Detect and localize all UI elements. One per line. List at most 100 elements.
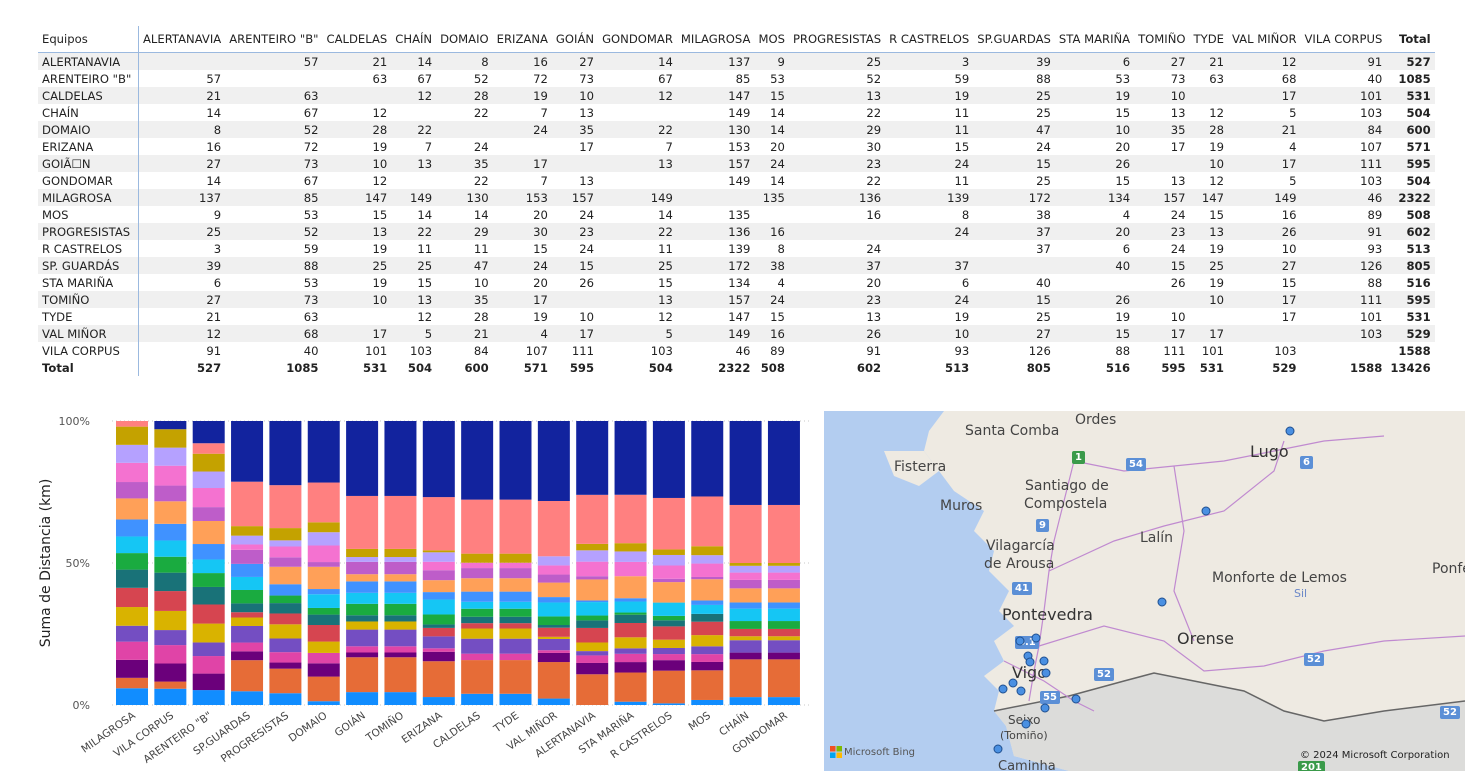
bar-segment[interactable]: [691, 563, 724, 577]
bar-segment[interactable]: [537, 652, 570, 663]
bar-segment[interactable]: [307, 607, 340, 615]
bar-segment[interactable]: [346, 557, 379, 562]
bar-segment[interactable]: [269, 603, 302, 614]
bar-segment[interactable]: [384, 615, 417, 622]
bar-segment[interactable]: [192, 656, 225, 674]
bar-segment[interactable]: [767, 588, 800, 603]
bar-segment[interactable]: [691, 621, 724, 636]
bar-segment[interactable]: [691, 600, 724, 605]
bar-segment[interactable]: [346, 652, 379, 658]
bar-segment[interactable]: [269, 421, 302, 486]
bar-segment[interactable]: [231, 691, 264, 705]
bar-segment[interactable]: [384, 657, 417, 693]
bar-segment[interactable]: [767, 659, 800, 698]
bar-segment[interactable]: [729, 640, 762, 653]
bar-segment[interactable]: [767, 608, 800, 622]
bar-segment[interactable]: [154, 572, 187, 592]
bar-segment[interactable]: [614, 662, 647, 673]
map-marker[interactable]: [1201, 506, 1211, 516]
matrix-column-header[interactable]: GONDOMAR: [598, 26, 677, 53]
bar-segment[interactable]: [461, 499, 494, 554]
bar-segment[interactable]: [461, 693, 494, 705]
bar-segment[interactable]: [767, 421, 800, 505]
bar-segment[interactable]: [499, 562, 532, 569]
bar-segment[interactable]: [691, 421, 724, 497]
bar-segment[interactable]: [307, 522, 340, 533]
bar-segment[interactable]: [231, 651, 264, 661]
bar-segment[interactable]: [384, 652, 417, 658]
bar-segment[interactable]: [154, 523, 187, 541]
bar-segment[interactable]: [652, 554, 685, 566]
bar-segment[interactable]: [537, 650, 570, 653]
bar-segment[interactable]: [537, 662, 570, 699]
matrix-column-header[interactable]: CHAÍN: [391, 26, 437, 53]
bar-segment[interactable]: [384, 421, 417, 496]
bar-segment[interactable]: [499, 578, 532, 592]
map-marker[interactable]: [1285, 426, 1295, 436]
bar-segment[interactable]: [729, 608, 762, 622]
matrix-column-header[interactable]: VAL MIÑOR: [1227, 26, 1301, 53]
bar-segment[interactable]: [307, 676, 340, 702]
bar-segment[interactable]: [691, 604, 724, 614]
bar-segment[interactable]: [537, 556, 570, 566]
bar-segment[interactable]: [576, 600, 609, 603]
bar-segment[interactable]: [652, 549, 685, 555]
bar-segment[interactable]: [116, 421, 148, 427]
bar-segment[interactable]: [269, 668, 302, 694]
bar-segment[interactable]: [422, 599, 455, 615]
bar-segment[interactable]: [346, 592, 379, 604]
bar-segment[interactable]: [422, 561, 455, 571]
bar-segment[interactable]: [384, 646, 417, 653]
bar-segment[interactable]: [116, 587, 148, 608]
bar-segment[interactable]: [269, 624, 302, 639]
bar-segment[interactable]: [384, 548, 417, 558]
bar-segment[interactable]: [422, 697, 455, 705]
bar-segment[interactable]: [499, 591, 532, 602]
bar-segment[interactable]: [192, 471, 225, 489]
bar-segment[interactable]: [307, 589, 340, 595]
bar-segment[interactable]: [691, 635, 724, 647]
bar-segment[interactable]: [154, 485, 187, 502]
bar-segment[interactable]: [116, 498, 148, 520]
bar-segment[interactable]: [307, 421, 340, 483]
bar-segment[interactable]: [691, 613, 724, 622]
map-marker[interactable]: [1040, 703, 1050, 713]
bar-segment[interactable]: [307, 652, 340, 664]
bar-segment[interactable]: [652, 670, 685, 704]
matrix-column-header[interactable]: STA MARIÑA: [1054, 26, 1135, 53]
bar-segment[interactable]: [384, 603, 417, 616]
bar-segment[interactable]: [576, 421, 609, 495]
bar-segment[interactable]: [691, 670, 724, 700]
bar-segment[interactable]: [269, 613, 302, 625]
bar-segment[interactable]: [576, 579, 609, 601]
bar-segment[interactable]: [346, 574, 379, 582]
bar-segment[interactable]: [346, 657, 379, 693]
bar-segment[interactable]: [116, 482, 148, 499]
bar-segment[interactable]: [346, 603, 379, 616]
bar-segment[interactable]: [576, 655, 609, 663]
bar-segment[interactable]: [384, 629, 417, 647]
bar-segment[interactable]: [116, 688, 148, 705]
bar-segment[interactable]: [231, 535, 264, 545]
bar-segment[interactable]: [499, 693, 532, 705]
bar-segment[interactable]: [614, 614, 647, 623]
bar-segment[interactable]: [192, 488, 225, 508]
bar-segment[interactable]: [154, 556, 187, 573]
bar-segment[interactable]: [461, 578, 494, 592]
bar-segment[interactable]: [767, 697, 800, 705]
bar-segment[interactable]: [307, 625, 340, 642]
bar-segment[interactable]: [576, 602, 609, 616]
matrix-column-header[interactable]: MOS: [754, 26, 789, 53]
bar-segment[interactable]: [537, 500, 570, 557]
map-marker[interactable]: [1157, 597, 1167, 607]
bar-segment[interactable]: [346, 421, 379, 496]
matrix-column-header[interactable]: CALDELAS: [322, 26, 392, 53]
matrix-column-header[interactable]: PROGRESISTAS: [788, 26, 886, 53]
bar-segment[interactable]: [116, 569, 148, 588]
matrix-column-header[interactable]: VILA CORPUS: [1300, 26, 1387, 53]
bar-segment[interactable]: [499, 623, 532, 629]
bar-segment[interactable]: [192, 453, 225, 472]
bar-segment[interactable]: [652, 639, 685, 648]
bar-segment[interactable]: [346, 629, 379, 647]
bar-segment[interactable]: [269, 566, 302, 585]
